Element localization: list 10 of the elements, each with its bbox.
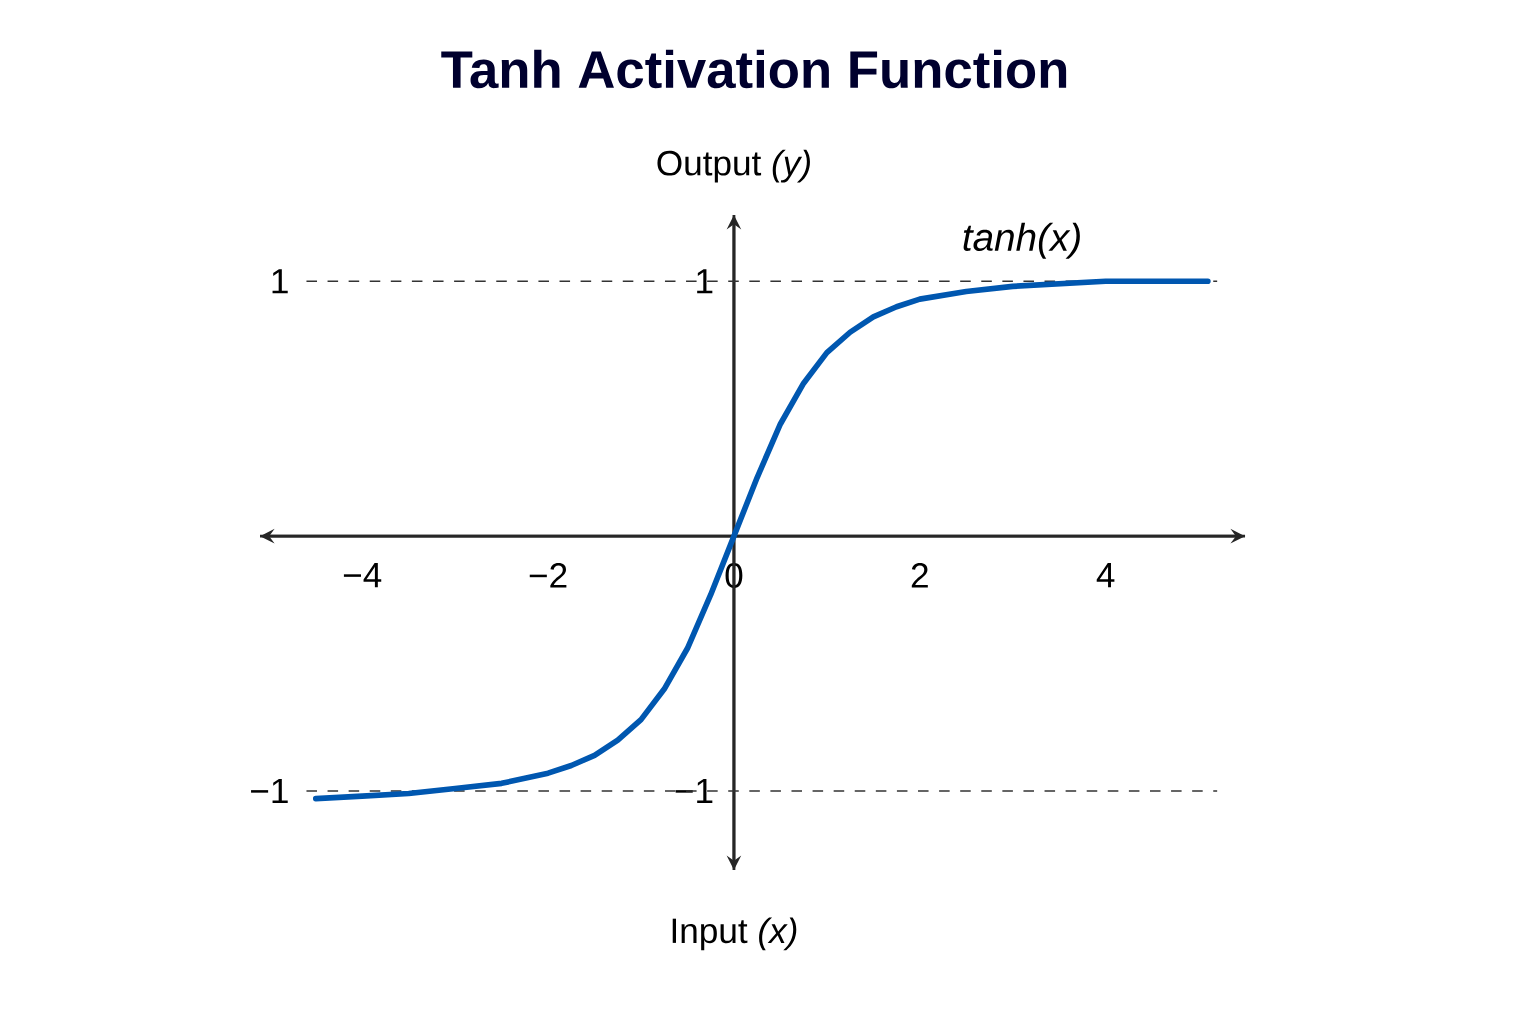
ref-line-label: 1 [272,269,288,294]
ref-line-label: −1 [251,778,288,804]
series-label: tanh(x) [963,222,1080,259]
x-tick-label: 4 [1096,563,1115,588]
y-axis-title: Output (y) [657,149,810,183]
x-tick-label: −4 [343,563,382,588]
chart-title: Tanh Activation Function [441,49,1067,89]
x-tick-label: −2 [529,563,567,588]
x-tick-label: 2 [911,563,928,588]
x-axis-title: Input (x) [672,917,797,951]
